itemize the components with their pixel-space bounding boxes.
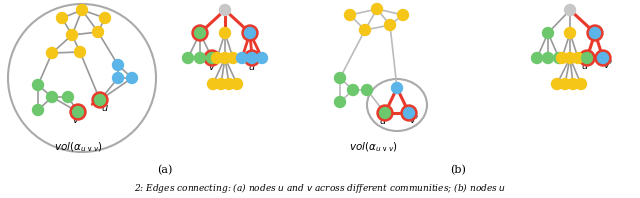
- Circle shape: [204, 50, 220, 66]
- Circle shape: [257, 52, 268, 64]
- Circle shape: [579, 50, 595, 66]
- Circle shape: [582, 52, 593, 64]
- Circle shape: [227, 52, 239, 64]
- Circle shape: [552, 78, 563, 89]
- Text: $vol(\alpha_{u\vee v})$: $vol(\alpha_{u\vee v})$: [54, 140, 102, 154]
- Circle shape: [360, 25, 371, 35]
- Circle shape: [113, 72, 124, 84]
- Circle shape: [92, 92, 108, 108]
- Circle shape: [220, 28, 230, 38]
- Text: (a): (a): [157, 165, 173, 175]
- Circle shape: [564, 5, 575, 15]
- Circle shape: [543, 52, 554, 64]
- Text: $u$: $u$: [379, 116, 387, 126]
- Circle shape: [362, 85, 372, 95]
- Circle shape: [564, 28, 575, 38]
- Circle shape: [543, 28, 554, 38]
- Circle shape: [63, 91, 74, 103]
- Circle shape: [33, 105, 44, 115]
- Circle shape: [392, 83, 403, 93]
- Circle shape: [564, 52, 575, 64]
- Circle shape: [554, 52, 564, 64]
- Circle shape: [95, 94, 106, 106]
- Circle shape: [67, 30, 77, 41]
- Circle shape: [385, 19, 396, 30]
- Circle shape: [182, 52, 193, 64]
- Circle shape: [207, 52, 218, 64]
- Text: $v$: $v$: [208, 62, 216, 72]
- Circle shape: [568, 78, 579, 89]
- Circle shape: [70, 104, 86, 120]
- Text: $v'$: $v'$: [409, 114, 419, 126]
- Circle shape: [232, 78, 243, 89]
- Text: $vol(\alpha_{u\vee v})$: $vol(\alpha_{u\vee v})$: [349, 140, 397, 154]
- Circle shape: [220, 5, 230, 15]
- Circle shape: [573, 52, 584, 64]
- Circle shape: [242, 25, 258, 41]
- Circle shape: [587, 25, 603, 41]
- Circle shape: [220, 52, 230, 64]
- Circle shape: [348, 85, 358, 95]
- Circle shape: [397, 10, 408, 21]
- Circle shape: [47, 48, 58, 58]
- Circle shape: [371, 4, 383, 14]
- Circle shape: [380, 108, 390, 118]
- Text: $u$: $u$: [248, 62, 256, 72]
- Circle shape: [595, 50, 611, 66]
- Circle shape: [531, 52, 543, 64]
- Circle shape: [99, 12, 111, 24]
- Circle shape: [93, 27, 104, 37]
- Text: $v$: $v$: [72, 115, 80, 125]
- Circle shape: [195, 28, 205, 38]
- Circle shape: [403, 108, 415, 118]
- Circle shape: [211, 52, 223, 64]
- Circle shape: [47, 91, 58, 103]
- Circle shape: [207, 78, 218, 89]
- Circle shape: [113, 60, 124, 70]
- Circle shape: [589, 28, 600, 38]
- Text: $u$: $u$: [581, 61, 589, 71]
- Circle shape: [56, 12, 67, 24]
- Circle shape: [559, 78, 570, 89]
- Circle shape: [74, 47, 86, 57]
- Text: $v'$: $v'$: [603, 59, 613, 71]
- Circle shape: [244, 50, 260, 66]
- Circle shape: [335, 96, 346, 108]
- Circle shape: [237, 52, 248, 64]
- Text: $u$: $u$: [101, 103, 109, 113]
- Circle shape: [335, 72, 346, 84]
- Circle shape: [223, 78, 234, 89]
- Circle shape: [575, 78, 586, 89]
- Circle shape: [77, 5, 88, 15]
- Text: 2: Edges connecting: (a) nodes $u$ and $v$ across different communities; (b) nod: 2: Edges connecting: (a) nodes $u$ and $…: [134, 181, 506, 195]
- Circle shape: [377, 105, 393, 121]
- Circle shape: [216, 78, 227, 89]
- Circle shape: [195, 52, 205, 64]
- Circle shape: [344, 10, 355, 21]
- Circle shape: [244, 28, 255, 38]
- Circle shape: [246, 52, 257, 64]
- Circle shape: [72, 107, 83, 117]
- Circle shape: [401, 105, 417, 121]
- Circle shape: [127, 72, 138, 84]
- Circle shape: [557, 52, 568, 64]
- Circle shape: [33, 80, 44, 90]
- Circle shape: [598, 52, 609, 64]
- Text: (b): (b): [450, 165, 466, 175]
- Circle shape: [192, 25, 208, 41]
